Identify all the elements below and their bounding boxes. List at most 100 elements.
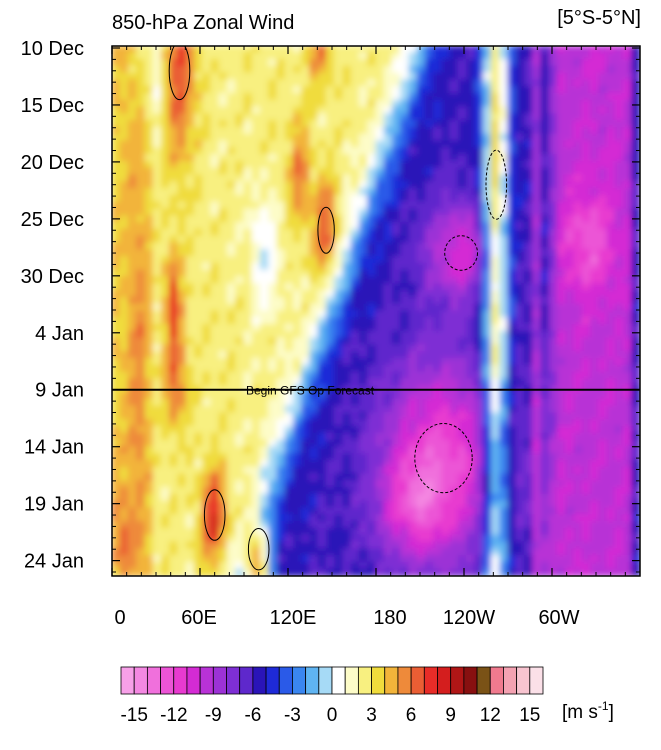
heatmap-cell xyxy=(614,398,625,407)
heatmap-cell xyxy=(565,269,575,278)
heatmap-cell xyxy=(218,46,229,54)
heatmap-cell xyxy=(482,521,493,530)
heatmap-cell xyxy=(243,99,253,108)
heatmap-cell xyxy=(457,453,468,462)
heatmap-cell xyxy=(416,398,427,407)
heatmap-cell xyxy=(540,296,550,305)
heatmap-cell xyxy=(317,541,328,550)
heatmap-cell xyxy=(251,249,262,258)
heatmap-cell xyxy=(276,446,286,455)
heatmap-cell xyxy=(243,167,253,176)
heatmap-cell xyxy=(565,92,575,101)
heatmap-cell xyxy=(193,222,204,231)
heatmap-cell xyxy=(499,344,509,353)
heatmap-cell xyxy=(325,290,336,299)
heatmap-cell xyxy=(424,412,435,421)
heatmap-cell xyxy=(276,242,286,251)
heatmap-cell xyxy=(383,133,394,142)
heatmap-cell xyxy=(276,412,286,421)
heatmap-cell xyxy=(301,133,311,142)
heatmap-cell xyxy=(408,466,418,475)
heatmap-cell xyxy=(226,194,237,203)
heatmap-cell xyxy=(235,86,245,95)
heatmap-cell xyxy=(375,276,385,285)
heatmap-cell xyxy=(598,487,608,496)
heatmap-cell xyxy=(160,446,171,455)
heatmap-cell xyxy=(424,371,435,380)
heatmap-cell xyxy=(144,398,154,407)
heatmap-cell xyxy=(276,466,286,475)
heatmap-cell xyxy=(317,201,328,210)
heatmap-cell xyxy=(433,276,443,285)
heatmap-cell xyxy=(515,398,526,407)
heatmap-cell xyxy=(210,446,220,455)
heatmap-cell xyxy=(136,364,146,373)
heatmap-cell xyxy=(408,534,418,543)
heatmap-cell xyxy=(466,323,476,332)
heatmap-cell xyxy=(383,317,394,326)
heatmap-cell xyxy=(144,52,154,61)
heatmap-cell xyxy=(268,215,278,224)
heatmap-cell xyxy=(457,534,468,543)
heatmap-cell xyxy=(606,351,616,360)
heatmap-cell xyxy=(309,249,319,258)
heatmap-cell xyxy=(268,555,278,564)
heatmap-cell xyxy=(136,425,146,434)
heatmap-cell xyxy=(490,561,501,570)
heatmap-cell xyxy=(408,46,418,54)
heatmap-cell xyxy=(317,398,328,407)
heatmap-cell xyxy=(218,65,229,74)
heatmap-cell xyxy=(523,46,534,54)
heatmap-cell xyxy=(548,344,559,353)
heatmap-cell xyxy=(177,276,187,285)
heatmap-cell xyxy=(309,432,319,441)
heatmap-cell xyxy=(565,330,575,339)
heatmap-cell xyxy=(523,351,534,360)
heatmap-cell xyxy=(342,357,352,366)
heatmap-cell xyxy=(160,473,171,482)
heatmap-cell xyxy=(342,133,352,142)
heatmap-cell xyxy=(400,487,410,496)
heatmap-cell xyxy=(210,425,220,434)
heatmap-cell xyxy=(490,167,501,176)
heatmap-cell xyxy=(325,174,336,183)
heatmap-cell xyxy=(482,235,493,244)
heatmap-cell xyxy=(136,276,146,285)
heatmap-cell xyxy=(490,160,501,169)
heatmap-cell xyxy=(284,378,295,387)
heatmap-cell xyxy=(614,351,625,360)
heatmap-cell xyxy=(251,487,262,496)
heatmap-cell xyxy=(581,92,592,101)
heatmap-cell xyxy=(507,453,517,462)
heatmap-cell xyxy=(119,46,130,54)
heatmap-cell xyxy=(383,534,394,543)
heatmap-cell xyxy=(144,357,154,366)
heatmap-cell xyxy=(540,534,550,543)
heatmap-cell xyxy=(532,296,542,305)
heatmap-cell xyxy=(540,446,550,455)
heatmap-cell xyxy=(622,79,633,88)
heatmap-cell xyxy=(400,208,410,217)
heatmap-cell xyxy=(144,194,154,203)
heatmap-cell xyxy=(235,201,245,210)
heatmap-cell xyxy=(276,480,286,489)
heatmap-cell xyxy=(259,188,270,197)
heatmap-cell xyxy=(342,364,352,373)
heatmap-cell xyxy=(490,296,501,305)
heatmap-cell xyxy=(391,561,402,570)
heatmap-cell xyxy=(243,568,253,576)
heatmap-cell xyxy=(276,425,286,434)
heatmap-cell xyxy=(441,283,451,292)
heatmap-cell xyxy=(243,432,253,441)
heatmap-cell xyxy=(218,99,229,108)
heatmap-cell xyxy=(408,473,418,482)
heatmap-cell xyxy=(441,160,451,169)
heatmap-cell xyxy=(589,72,600,81)
heatmap-cell xyxy=(424,391,435,400)
heatmap-cell xyxy=(127,514,138,523)
heatmap-cell xyxy=(342,310,352,319)
heatmap-cell xyxy=(375,310,385,319)
heatmap-cell xyxy=(119,256,130,265)
heatmap-cell xyxy=(202,521,212,530)
heatmap-cell xyxy=(490,514,501,523)
